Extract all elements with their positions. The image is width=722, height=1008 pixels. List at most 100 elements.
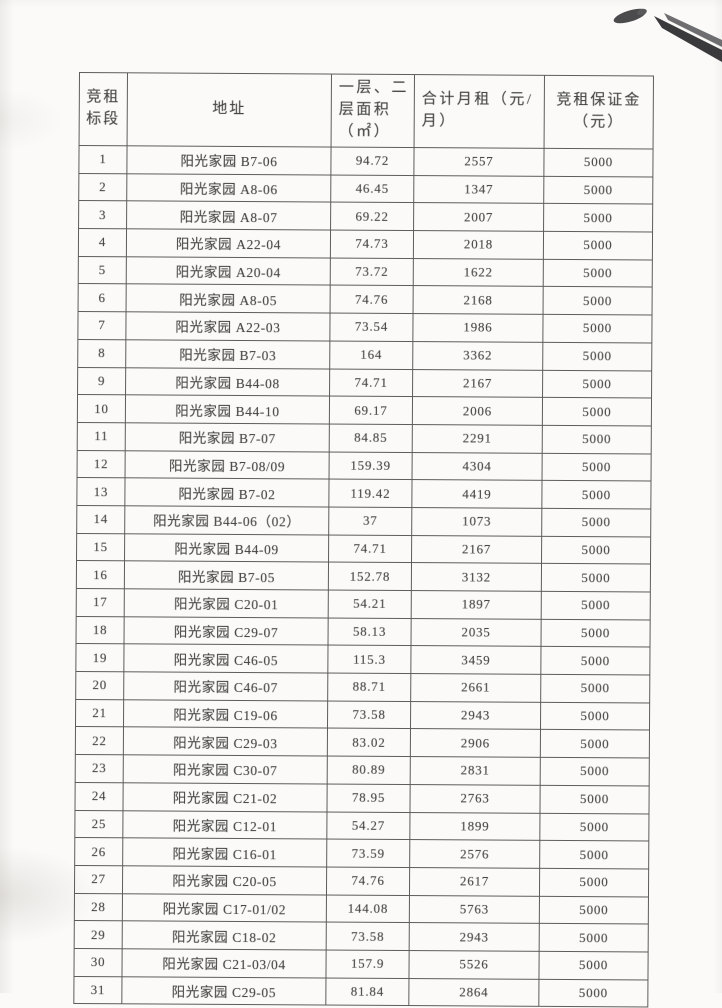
cell-deposit: 5000 <box>541 480 652 509</box>
cell-deposit: 5000 <box>541 508 651 537</box>
table-row: 27 阳光家园 C20-05 74.76 2617 5000 <box>74 865 649 897</box>
cell-area: 164 <box>329 340 413 370</box>
cell-no: 2 <box>78 173 127 202</box>
cell-no: 13 <box>76 477 126 506</box>
table-row: 26 阳光家园 C16-01 73.59 2576 5000 <box>74 837 649 869</box>
cell-no: 17 <box>76 588 125 617</box>
cell-area: 73.72 <box>330 257 414 286</box>
cell-area: 84.85 <box>329 423 413 453</box>
cell-address: 阳光家园 C46-07 <box>123 671 328 701</box>
cell-address: 阳光家园 B7-05 <box>124 561 329 591</box>
cell-rent: 2168 <box>413 285 544 315</box>
table-row: 12 阳光家园 B7-08/09 159.39 4304 5000 <box>77 450 652 482</box>
table-row: 31 阳光家园 C29-05 81.84 2864 5000 <box>73 976 648 1008</box>
cell-rent: 2763 <box>409 784 541 813</box>
cell-address: 阳光家园 A8-05 <box>126 284 331 314</box>
cell-rent: 3362 <box>412 341 543 370</box>
cell-deposit: 5000 <box>539 785 650 814</box>
cell-area: 81.84 <box>325 977 409 1006</box>
cell-address: 阳光家园 A20-04 <box>126 256 331 286</box>
cell-address: 阳光家园 B7-03 <box>125 339 330 369</box>
header-address: 地址 <box>127 72 332 148</box>
cell-area: 74.76 <box>330 285 414 314</box>
header-area: 一层、二 层面积 （㎡） <box>331 74 415 148</box>
table-row: 28 阳光家园 C17-01/02 144.08 5763 5000 <box>74 893 649 925</box>
cell-rent: 1073 <box>411 507 542 536</box>
cell-area: 78.95 <box>326 783 411 813</box>
cell-area: 74.76 <box>326 866 410 896</box>
cell-rent: 1986 <box>412 313 544 343</box>
cell-deposit: 5000 <box>539 812 649 842</box>
cell-rent: 1622 <box>413 258 544 287</box>
cell-rent: 5763 <box>409 895 540 924</box>
cell-no: 6 <box>78 283 127 312</box>
cell-deposit: 5000 <box>543 259 653 288</box>
cell-area: 159.39 <box>329 451 413 480</box>
cell-deposit: 5000 <box>542 314 653 343</box>
cell-deposit: 5000 <box>542 425 652 454</box>
table-row: 1 阳光家园 B7-06 94.72 2557 5000 <box>78 145 654 177</box>
cell-rent: 2617 <box>409 867 540 896</box>
table-row: 17 阳光家园 C20-01 54.21 1897 5000 <box>76 588 651 620</box>
cell-no: 7 <box>77 311 127 340</box>
cell-deposit: 5000 <box>539 868 649 897</box>
cell-area: 94.72 <box>330 147 415 176</box>
cell-rent: 3459 <box>410 645 541 675</box>
cell-no: 20 <box>75 671 124 700</box>
cell-rent: 3132 <box>411 562 542 592</box>
cell-no: 23 <box>75 754 124 783</box>
header-bid-section: 竞租 标段 <box>79 72 128 146</box>
cell-area: 73.59 <box>326 839 410 868</box>
rental-bid-table: 竞租 标段 地址 一层、二 层面积 （㎡） 合计月租（元/ 月） 竞租保证金 （… <box>73 72 654 1008</box>
cell-no: 26 <box>74 837 123 866</box>
cell-rent: 1347 <box>413 175 544 204</box>
cell-rent: 4419 <box>411 479 543 509</box>
cell-address: 阳光家园 C21-03/04 <box>121 948 327 978</box>
cell-no: 1 <box>78 145 128 174</box>
cell-no: 21 <box>75 699 124 728</box>
cell-rent: 2006 <box>412 396 543 426</box>
cell-area: 73.58 <box>326 922 410 951</box>
cell-rent: 2943 <box>410 701 541 730</box>
cell-rent: 2167 <box>412 369 543 398</box>
table-row: 6 阳光家园 A8-05 74.76 2168 5000 <box>78 283 653 316</box>
cell-no: 22 <box>75 726 124 755</box>
table-row: 30 阳光家园 C21-03/04 157.9 5526 5000 <box>73 948 649 980</box>
cell-deposit: 5000 <box>539 923 649 952</box>
cell-address: 阳光家园 B7-02 <box>124 478 330 507</box>
cell-area: 83.02 <box>327 728 411 757</box>
cell-no: 4 <box>78 228 127 257</box>
table-row: 16 阳光家园 B7-05 152.78 3132 5000 <box>76 560 651 592</box>
cell-address: 阳光家园 B44-06（02） <box>124 505 329 535</box>
table-row: 23 阳光家园 C30-07 80.89 2831 5000 <box>75 754 650 786</box>
cell-rent: 2864 <box>408 978 539 1007</box>
cell-address: 阳光家园 A22-03 <box>125 311 331 341</box>
table-row: 22 阳光家园 C29-03 83.02 2906 5000 <box>75 726 650 759</box>
cell-area: 80.89 <box>327 756 411 785</box>
cell-deposit: 5000 <box>543 148 654 177</box>
cell-deposit: 5000 <box>541 535 651 565</box>
cell-area: 74.73 <box>330 230 414 259</box>
cell-area: 58.13 <box>328 617 412 646</box>
cell-deposit: 5000 <box>543 203 653 233</box>
cell-area: 119.42 <box>328 479 413 508</box>
cell-area: 37 <box>328 506 412 536</box>
cell-rent: 5526 <box>408 950 540 979</box>
cell-rent: 2943 <box>409 922 540 952</box>
cell-deposit: 5000 <box>541 563 651 592</box>
table-row: 14 阳光家园 B44-06（02） 37 1073 5000 <box>76 505 651 537</box>
cell-address: 阳光家园 C29-07 <box>124 616 329 646</box>
table-row: 13 阳光家园 B7-02 119.42 4419 5000 <box>76 477 652 509</box>
cell-address: 阳光家园 C18-02 <box>122 921 327 950</box>
cell-deposit: 5000 <box>542 397 652 426</box>
cell-deposit: 5000 <box>542 342 652 371</box>
cell-rent: 2291 <box>412 424 543 453</box>
cell-no: 31 <box>73 976 122 1005</box>
cell-no: 28 <box>74 893 123 922</box>
cell-rent: 2035 <box>411 618 542 647</box>
cell-address: 阳光家园 A22-04 <box>126 228 331 258</box>
cell-deposit: 5000 <box>539 895 649 925</box>
cell-no: 3 <box>78 200 127 229</box>
cell-no: 5 <box>78 256 127 285</box>
table-row: 3 阳光家园 A8-07 69.22 2007 5000 <box>78 200 653 233</box>
